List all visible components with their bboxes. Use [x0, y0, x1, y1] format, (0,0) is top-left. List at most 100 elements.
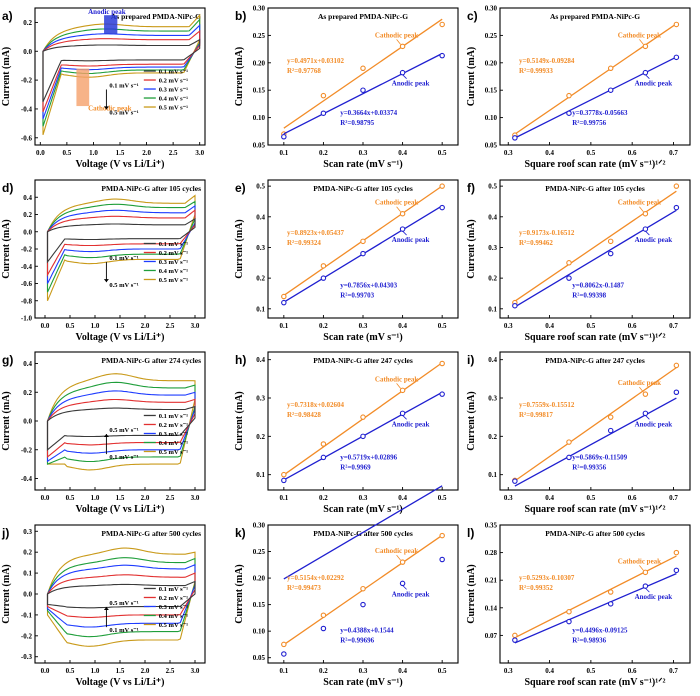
x-tick-label: 0.5	[438, 494, 447, 502]
x-tick-label: 0.1	[279, 149, 288, 157]
label-pointer	[402, 230, 407, 236]
data-point	[673, 362, 680, 369]
x-tick-label: 0.1	[279, 667, 288, 675]
anodic-series-label: Anodic peak	[635, 420, 673, 428]
cathodic-fit-r2: R²=0.99462	[519, 239, 553, 247]
label-pointer	[639, 39, 644, 45]
scan-rate-arrow-bottom: 0.1 mV s⁻¹	[109, 454, 138, 461]
y-tick-label: 0.2	[23, 19, 32, 27]
anodic-fit-equation: y=0.8062x-0.1487	[572, 282, 624, 290]
data-point	[673, 549, 680, 556]
panel-label: j)	[1, 526, 9, 540]
plot-frame	[499, 351, 691, 491]
fit-line	[283, 52, 443, 135]
data-point	[360, 65, 366, 72]
y-axis-label: Current (mA)	[234, 47, 245, 107]
x-tick-label: 0.4	[545, 494, 554, 502]
panel-label: b)	[235, 9, 246, 23]
y-tick-label: 0.25	[485, 32, 498, 40]
y-tick-label: 0.0	[23, 591, 32, 599]
cv-curve	[46, 217, 196, 264]
cathodic-fit-equation: y=0.9173x-0.16512	[519, 229, 575, 237]
x-axis-label: Square roof scan rate (mV s⁻¹)¹ᐟ²	[525, 159, 666, 170]
x-tick-label: 0.6	[628, 322, 637, 330]
data-point	[673, 389, 680, 395]
y-tick-label: 0.05	[253, 654, 266, 662]
y-tick-label: 0.07	[485, 632, 498, 640]
y-tick-label: -0.4	[21, 263, 33, 271]
data-point	[439, 532, 445, 539]
cathodic-fit-equation: y=0.7318x+0.02604	[287, 401, 344, 409]
x-tick-label: 0.2	[319, 149, 328, 157]
x-tick-label: 2.0	[142, 149, 151, 157]
panel-e: e) 0.1 0.2 0.3 0.4 0.5 0.1 0.2 0.3 0.4 0.5 Scan rat…	[234, 179, 459, 343]
cathodic-fit-equation: y=0.5154x+0.02292	[287, 574, 344, 582]
x-tick-label: 0.1	[279, 322, 288, 330]
data-point	[566, 110, 572, 116]
panel-title: PMDA-NiPc-G after 500 cycles	[545, 529, 645, 538]
x-tick-label: 0.4	[398, 494, 407, 502]
panel-b: b) 0.1 0.2 0.3 0.4 0.5 0.05 0.10 0.15 0.20 0.25 0.3…	[234, 5, 459, 170]
data-point	[512, 632, 518, 639]
legend-entry: 0.3 mV s⁻¹	[159, 431, 188, 438]
data-point	[399, 580, 406, 587]
y-axis-label: Current (mA)	[466, 219, 477, 279]
x-tick-label: 1.5	[116, 322, 125, 330]
y-axis-label: Current (mA)	[466, 47, 477, 107]
y-tick-label: -0.8	[21, 297, 33, 305]
data-point	[566, 454, 572, 461]
y-tick-label: 0.15	[253, 87, 266, 95]
x-tick-label: 0.7	[669, 494, 678, 502]
data-point	[642, 210, 649, 217]
label-pointer	[645, 74, 650, 79]
legend-entry: 0.4 mV s⁻¹	[159, 613, 188, 620]
cathodic-fit-equation: y=0.5149x-0.09284	[519, 57, 575, 65]
legend-entry: 0.5 mV s⁻¹	[159, 105, 188, 112]
x-tick-label: 0.7	[669, 322, 678, 330]
data-point	[320, 625, 327, 632]
x-tick-label: 0.4	[545, 667, 554, 675]
cathodic-fit-r2: R²=0.97768	[287, 67, 321, 75]
y-tick-label: 0.25	[253, 548, 266, 556]
cathodic-fit-r2: R²=0.99817	[519, 411, 553, 419]
panel-title: PMDA-NiPc-G after 500 cycles	[101, 529, 201, 538]
x-axis-label: Voltage (V vs Li/Li⁺)	[76, 504, 165, 515]
anodic-series-label: Anodic peak	[635, 593, 673, 601]
legend-entry: 0.1 mV s⁻¹	[159, 69, 188, 76]
x-tick-label: 0.4	[398, 149, 407, 157]
x-tick-label: 0.5	[586, 322, 595, 330]
x-tick-label: 0.7	[669, 149, 678, 157]
y-tick-label: 0.15	[253, 601, 266, 609]
label-pointer	[639, 386, 644, 393]
panel-title: PMDA-NiPc-G after 105 cycles	[313, 184, 413, 193]
cathodic-fit-r2: R²=0.99473	[287, 584, 321, 592]
panel-label: e)	[235, 181, 246, 195]
x-tick-label: 0.0	[41, 667, 50, 675]
y-tick-label: 0.2	[23, 549, 32, 557]
data-point	[399, 210, 406, 217]
panel-g: g) 0.0 0.5 1.0 1.5 2.0 2.5 3.0 -0.4 -0.2 0.0 0.2 0.4…	[1, 351, 206, 515]
panel-h: h) 0.1 0.2 0.3 0.4 0.5 0.1 0.2 0.3 0.4 Scan rate (…	[234, 351, 459, 515]
data-point	[360, 87, 366, 93]
x-axis-label: Scan rate (mV s⁻¹)	[323, 159, 402, 170]
x-tick-label: 1.0	[89, 149, 98, 157]
x-tick-label: 0.5	[66, 667, 75, 675]
data-point	[607, 427, 614, 434]
x-tick-label: 0.7	[669, 667, 678, 675]
x-tick-label: 0.5	[63, 149, 72, 157]
cathodic-series-label: Cathodic peak	[375, 199, 418, 207]
y-tick-label: -0.2	[21, 632, 33, 640]
y-tick-label: 0.2	[256, 275, 265, 283]
y-tick-label: 0.3	[256, 395, 265, 403]
legend-entry: 0.3 mV s⁻¹	[159, 259, 188, 266]
cathodic-peak-label: Cathodic peak	[88, 104, 131, 112]
anodic-series-label: Anodic peak	[635, 236, 673, 244]
data-point	[360, 601, 366, 608]
x-tick-label: 2.0	[141, 667, 150, 675]
y-tick-label: 0.4	[256, 356, 265, 364]
y-tick-label: 0.4	[488, 356, 497, 364]
x-tick-label: 0.3	[359, 494, 368, 502]
x-tick-label: 0.3	[504, 149, 513, 157]
panel-title: As prepared PMDA-NiPc-G	[550, 12, 640, 21]
y-tick-label: 0.0	[23, 48, 32, 56]
